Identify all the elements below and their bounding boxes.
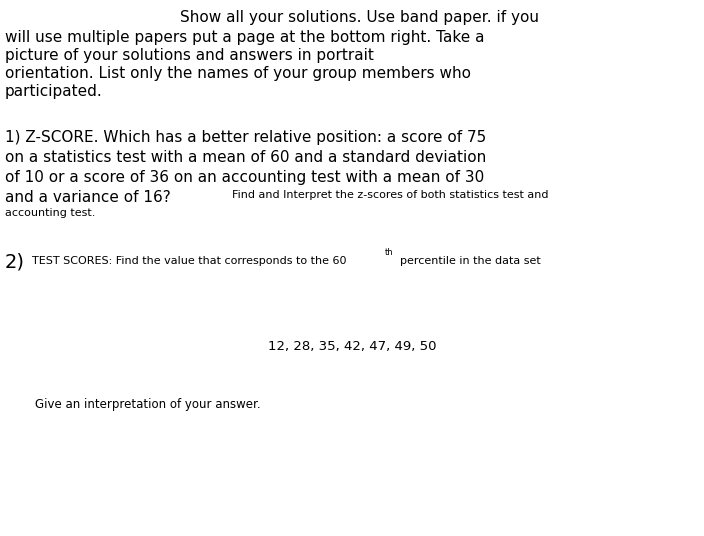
- Text: TEST SCORES: Find the value that corresponds to the 60: TEST SCORES: Find the value that corresp…: [32, 256, 346, 266]
- Text: of 10 or a score of 36 on an accounting test with a mean of 30: of 10 or a score of 36 on an accounting …: [5, 170, 484, 185]
- Text: participated.: participated.: [5, 84, 103, 99]
- Text: 12, 28, 35, 42, 47, 49, 50: 12, 28, 35, 42, 47, 49, 50: [268, 340, 436, 353]
- Text: picture of your solutions and answers in portrait: picture of your solutions and answers in…: [5, 48, 374, 63]
- Text: Find and Interpret the z-scores of both statistics test and: Find and Interpret the z-scores of both …: [232, 190, 548, 200]
- Text: th: th: [385, 248, 394, 257]
- Text: orientation. List only the names of your group members who: orientation. List only the names of your…: [5, 66, 471, 81]
- Text: will use multiple papers put a page at the bottom right. Take a: will use multiple papers put a page at t…: [5, 30, 484, 45]
- Text: and a variance of 16?: and a variance of 16?: [5, 190, 171, 205]
- Text: percentile in the data set: percentile in the data set: [400, 256, 541, 266]
- Text: Give an interpretation of your answer.: Give an interpretation of your answer.: [35, 398, 260, 411]
- Text: Show all your solutions. Use band paper. if you: Show all your solutions. Use band paper.…: [180, 10, 539, 25]
- Text: 2): 2): [5, 252, 25, 271]
- Text: 1) Z-SCORE. Which has a better relative position: a score of 75: 1) Z-SCORE. Which has a better relative …: [5, 130, 486, 145]
- Text: accounting test.: accounting test.: [5, 208, 95, 218]
- Text: on a statistics test with a mean of 60 and a standard deviation: on a statistics test with a mean of 60 a…: [5, 150, 486, 165]
